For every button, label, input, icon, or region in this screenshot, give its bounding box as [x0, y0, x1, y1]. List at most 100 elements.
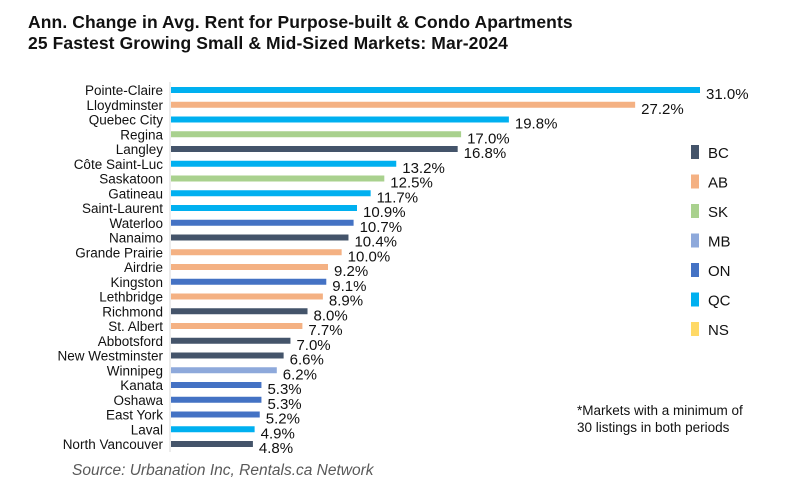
category-label: Laval — [131, 422, 163, 437]
data-label: 10.0% — [348, 248, 391, 265]
category-label: Abbotsford — [98, 334, 163, 349]
legend-label: AB — [708, 175, 728, 192]
bar — [171, 160, 397, 167]
bar-row: Lethbridge 8.9% — [99, 290, 363, 310]
bar-row: Abbotsford 7.0% — [98, 334, 331, 354]
bar-row: Pointe-Claire 31.0% — [85, 83, 749, 103]
category-label: Winnipeg — [107, 363, 163, 378]
data-label: 8.9% — [329, 293, 363, 310]
data-label: 10.4% — [354, 234, 397, 251]
legend-swatch — [691, 174, 699, 189]
chart-title: Ann. Change in Avg. Rent for Purpose-bui… — [28, 12, 573, 32]
category-label: Grande Prairie — [75, 245, 163, 260]
data-label: 27.2% — [641, 101, 684, 118]
bar-row: New Westminster 6.6% — [57, 349, 323, 369]
data-label: 6.2% — [283, 366, 317, 383]
bar — [171, 234, 349, 241]
legend-swatch — [691, 263, 699, 277]
data-label: 4.9% — [261, 425, 295, 442]
bar — [171, 264, 328, 270]
category-label: North Vancouver — [63, 437, 164, 452]
bar-row: Saskatoon 12.5% — [99, 172, 433, 192]
bar-row: Winnipeg 6.2% — [107, 363, 317, 383]
bar — [171, 190, 371, 197]
legend-label: QC — [708, 293, 731, 310]
category-label: Saskatoon — [99, 172, 163, 187]
footnote-line-1: *Markets with a minimum of — [577, 403, 743, 418]
bar — [171, 396, 262, 403]
category-label: Lloydminster — [86, 98, 163, 113]
data-label: 6.6% — [290, 352, 324, 369]
bar — [171, 219, 354, 226]
legend-swatch — [691, 233, 699, 248]
legend-item: MB — [691, 233, 731, 251]
data-label: 4.8% — [259, 440, 293, 457]
data-label: 11.7% — [377, 189, 418, 206]
category-label: Richmond — [102, 304, 163, 319]
bar — [171, 441, 253, 447]
bar — [171, 116, 509, 123]
bar — [171, 101, 636, 108]
footnote: *Markets with a minimum of 30 listings i… — [577, 402, 743, 436]
bar — [171, 293, 323, 300]
legend-label: ON — [708, 263, 731, 280]
category-label: Airdrie — [124, 260, 163, 275]
bar — [171, 278, 327, 285]
chart-subtitle: 25 Fastest Growing Small & Mid-Sized Mar… — [28, 33, 508, 53]
data-label: 5.2% — [266, 411, 300, 428]
legend-label: SK — [708, 204, 728, 221]
data-label: 19.8% — [515, 116, 558, 133]
bar-row: Laval 4.9% — [131, 422, 295, 442]
bar — [171, 131, 462, 138]
category-label: Lethbridge — [99, 290, 163, 305]
data-label: 8.0% — [314, 307, 348, 324]
data-label: 9.1% — [332, 278, 366, 295]
legend-item: QC — [691, 292, 731, 310]
legend-item: AB — [691, 174, 728, 192]
bar — [171, 205, 358, 211]
data-label: 9.2% — [334, 263, 368, 280]
bar-row: St. Albert 7.7% — [108, 319, 342, 339]
bar — [171, 146, 458, 152]
legend: BC AB SK MB ON QC NS — [691, 145, 731, 339]
bar-row: Waterloo 10.7% — [109, 216, 402, 236]
bar — [171, 175, 385, 182]
legend-item: BC — [691, 145, 729, 162]
bar — [171, 87, 700, 93]
category-label: Regina — [120, 127, 163, 142]
data-label: 10.9% — [363, 204, 406, 221]
bar-row: Airdrie 9.2% — [124, 260, 368, 280]
bar — [171, 426, 255, 433]
bar-row: Regina 17.0% — [120, 127, 509, 147]
bar-row: Richmond 8.0% — [102, 304, 348, 324]
category-label: New Westminster — [57, 349, 163, 364]
legend-swatch — [691, 204, 699, 218]
category-label: Waterloo — [109, 216, 163, 231]
category-label: St. Albert — [108, 319, 163, 334]
data-label: 7.0% — [296, 337, 330, 354]
source-caption: Source: Urbanation Inc, Rentals.ca Netwo… — [72, 462, 374, 479]
bar — [171, 411, 260, 418]
legend-label: NS — [708, 322, 729, 339]
bar-row: Saint-Laurent 10.9% — [82, 201, 406, 221]
bars-group: Pointe-Claire 31.0% Lloydminster 27.2% Quebe… — [57, 83, 748, 457]
data-label: 17.0% — [467, 130, 510, 147]
footnote-line-2: 30 listings in both periods — [577, 420, 730, 435]
category-label: East York — [106, 408, 163, 423]
bar-row: Nanaimo 10.4% — [109, 231, 397, 251]
bar — [171, 308, 308, 315]
legend-swatch — [691, 292, 699, 307]
category-label: Nanaimo — [109, 231, 163, 246]
bar — [171, 337, 291, 344]
bar-row: East York 5.2% — [106, 408, 300, 428]
category-label: Quebec City — [89, 113, 164, 128]
data-label: 7.7% — [308, 322, 342, 339]
category-label: Oshawa — [113, 393, 163, 408]
bar-row: Côte Saint-Luc 13.2% — [74, 157, 445, 177]
bar-row: Kanata 5.3% — [120, 378, 301, 398]
category-label: Gatineau — [108, 186, 163, 201]
bar — [171, 249, 342, 256]
legend-item: SK — [691, 204, 728, 221]
bar — [171, 382, 262, 388]
